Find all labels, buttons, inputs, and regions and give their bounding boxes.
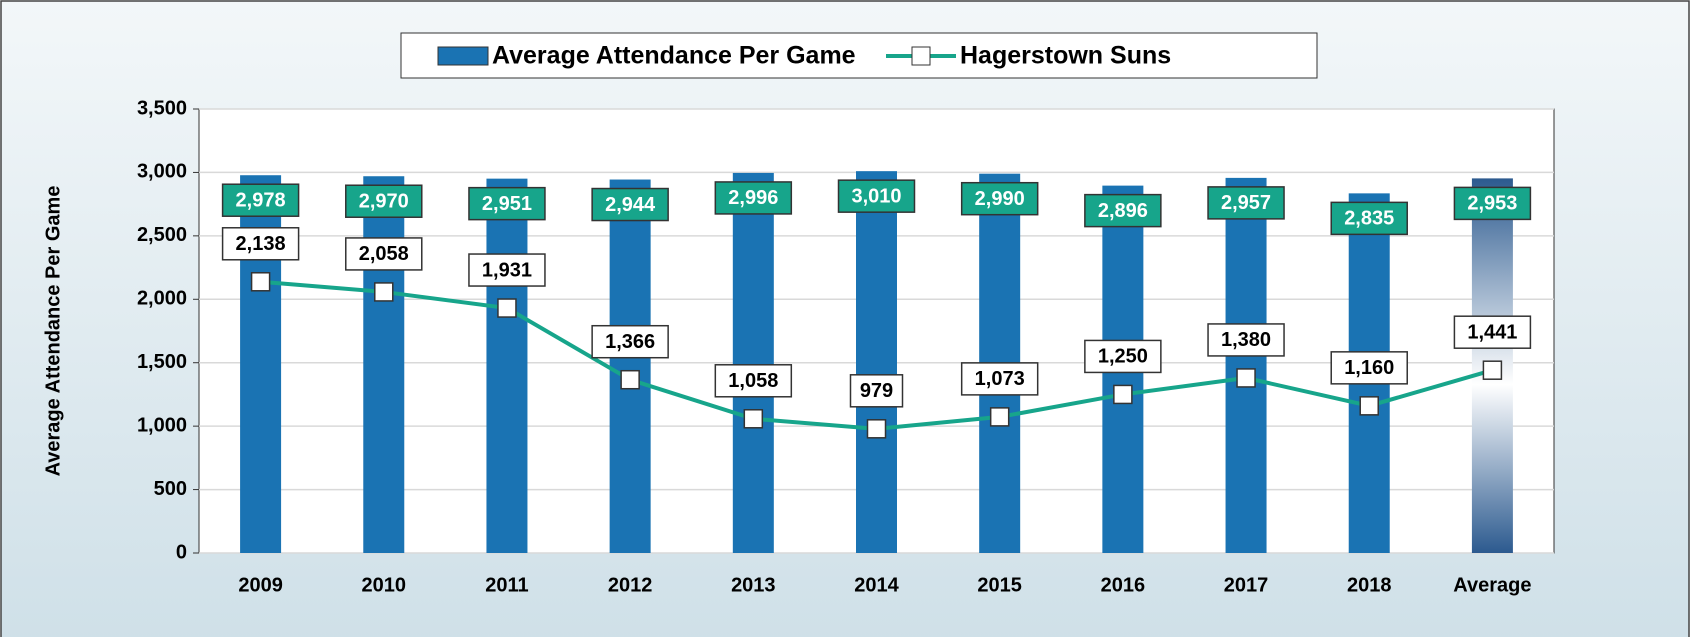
value-label: 2,957 (1221, 192, 1271, 214)
point (989, 407, 1010, 427)
value-label-box (468, 186, 546, 221)
x-tick-label: Average (1453, 574, 1531, 596)
value-label: 2,970 (359, 191, 409, 213)
value-label-box (591, 187, 669, 222)
value-label: 2,953 (1467, 193, 1517, 215)
value-label-box (221, 183, 300, 217)
bar (363, 176, 405, 553)
value-label-box (1084, 193, 1162, 228)
point (250, 272, 271, 292)
value-label: 2,951 (482, 193, 532, 215)
value-label: 2,996 (728, 187, 778, 209)
y-axis-label: Average Attendance Per Game (42, 186, 64, 477)
value-label-box (837, 179, 916, 213)
x-tick-label: 2017 (1224, 574, 1269, 596)
legend (400, 32, 1318, 79)
value-label: 1,073 (975, 368, 1025, 390)
point (866, 419, 887, 439)
x-tick-label: 2011 (485, 574, 528, 596)
value-label: 2,990 (975, 188, 1025, 210)
value-label: 2,138 (236, 233, 286, 255)
value-label-box (591, 324, 669, 359)
bar (486, 178, 528, 553)
value-label: 1,366 (605, 331, 655, 353)
value-label-box (1453, 315, 1532, 349)
x-tick-label: 2015 (977, 574, 1022, 596)
value-label-box (1453, 186, 1532, 221)
point (743, 409, 764, 429)
value-label-box (849, 374, 904, 408)
y-tick-label: 2,500 (137, 224, 187, 246)
x-tick-label: 2016 (1101, 574, 1146, 596)
legend-swatch (911, 46, 931, 66)
y-tick-label: 1,500 (137, 351, 187, 373)
point (374, 282, 394, 302)
value-label-box (1207, 323, 1285, 357)
value-label: 3,010 (851, 185, 901, 207)
bar (856, 171, 897, 553)
x-tick-label: 2013 (731, 574, 776, 596)
value-label: 1,380 (1221, 329, 1271, 351)
point (620, 369, 640, 390)
value-label-box (960, 362, 1039, 396)
value-label-box (960, 181, 1039, 216)
value-label-box (1084, 339, 1162, 374)
x-tick-label: 2009 (238, 574, 283, 596)
y-tick-label: 2,000 (137, 288, 187, 310)
value-label: 1,058 (728, 370, 778, 392)
value-label: 1,160 (1344, 357, 1394, 379)
value-label: 2,944 (605, 194, 656, 216)
value-label-box (1330, 351, 1408, 385)
value-label: 2,896 (1098, 200, 1148, 222)
y-tick-label: 3,000 (137, 161, 187, 183)
y-tick-label: 3,500 (137, 97, 187, 119)
value-label: 2,835 (1344, 208, 1394, 230)
value-label: 1,441 (1467, 321, 1517, 343)
value-label-box (345, 237, 423, 271)
y-tick-label: 1,000 (137, 414, 187, 436)
value-label-box (468, 253, 546, 287)
x-tick-label: 2014 (854, 574, 899, 596)
bar (609, 179, 651, 553)
value-label-box (714, 364, 793, 398)
legend-label: Average Attendance Per Game (492, 42, 856, 70)
point (1236, 368, 1256, 388)
value-label: 979 (860, 380, 893, 402)
value-label-box (1207, 186, 1285, 220)
value-label: 1,931 (482, 259, 532, 281)
point (1482, 360, 1503, 380)
x-tick-label: 2012 (608, 574, 653, 596)
value-label-box (1330, 201, 1408, 236)
x-tick-label: 2018 (1347, 574, 1392, 596)
value-label-box (714, 181, 793, 215)
point (1359, 396, 1379, 416)
legend-swatch (437, 46, 489, 66)
point (1113, 384, 1133, 405)
value-label: 1,250 (1098, 346, 1148, 368)
value-label: 2,058 (359, 243, 409, 265)
y-tick-label: 0 (176, 541, 187, 563)
legend-label: Hagerstown Suns (960, 42, 1171, 70)
value-label-box (221, 227, 300, 261)
value-label-box (345, 184, 423, 218)
point (497, 298, 517, 318)
bar (732, 172, 774, 553)
bar (1225, 177, 1267, 553)
value-label: 2,978 (236, 190, 286, 212)
y-tick-label: 500 (154, 478, 187, 500)
x-tick-label: 2010 (362, 574, 407, 596)
